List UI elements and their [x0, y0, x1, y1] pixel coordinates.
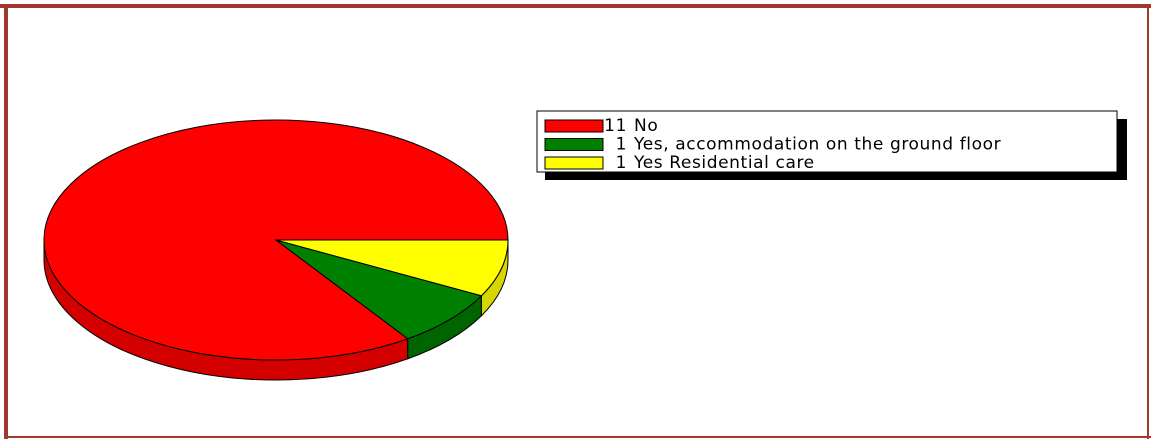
- pie-slice: [43, 119, 509, 361]
- pie-slice: [275, 239, 509, 297]
- legend-swatch: [544, 156, 604, 170]
- legend-entries: 11 No 1 Yes, accommodation on the ground fl…: [544, 116, 1001, 173]
- legend-value: 1: [616, 135, 627, 155]
- pie: [43, 119, 509, 381]
- legend-swatch: [544, 119, 604, 133]
- legend-label: No: [634, 116, 658, 136]
- legend-label: Yes, accommodation on the ground floor: [633, 135, 1001, 155]
- legend: [536, 110, 1118, 173]
- legend-value: 1: [616, 153, 627, 173]
- legend-label: Yes Residential care: [633, 153, 815, 173]
- legend-value: 11: [604, 116, 627, 136]
- legend-swatch: [544, 138, 604, 151]
- pie-slice: [275, 239, 483, 340]
